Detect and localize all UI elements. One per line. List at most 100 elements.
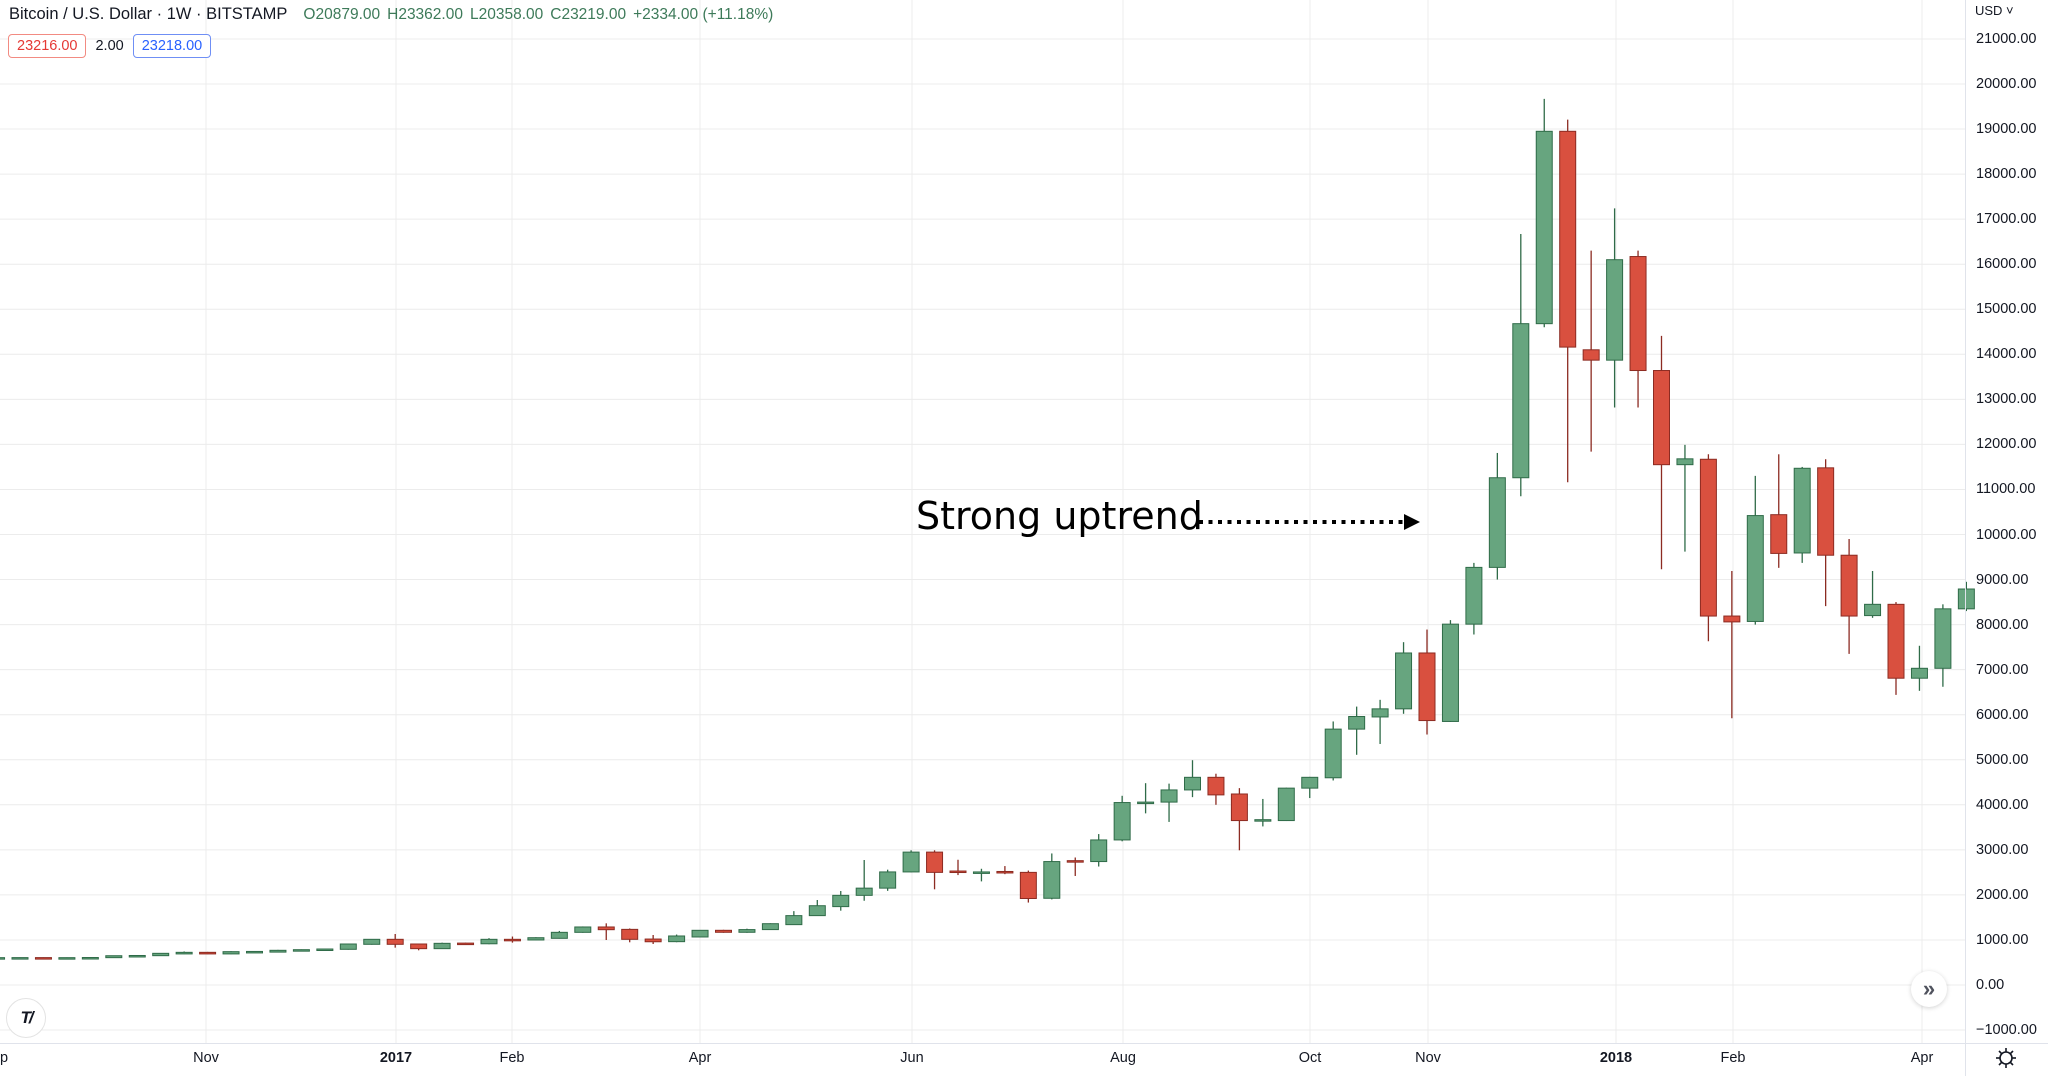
candle-body — [855, 887, 873, 896]
candle-body — [11, 957, 29, 960]
candle-up — [761, 923, 779, 931]
candle-up — [1043, 853, 1061, 900]
price-tick-label: 5000.00 — [1976, 751, 2029, 768]
buy-button[interactable]: 23218.00 — [132, 34, 212, 58]
candle-up — [1934, 604, 1952, 687]
price-tick-label: 14000.00 — [1976, 346, 2037, 363]
candle-body — [597, 926, 615, 931]
sell-button[interactable]: 23216.00 — [8, 34, 87, 58]
candle-body — [949, 870, 967, 874]
tradingview-logo[interactable]: T/ — [6, 998, 46, 1038]
candle-body — [761, 923, 779, 931]
candle-up — [1465, 562, 1483, 635]
candle-up — [574, 926, 592, 933]
candle-up — [81, 957, 99, 960]
currency-selector[interactable]: USD ˅ — [1975, 3, 2014, 18]
candle-body — [1559, 130, 1577, 348]
candle-body — [1512, 323, 1530, 479]
time-tick-label: Apr — [688, 1050, 712, 1066]
candle-body — [1277, 787, 1295, 822]
candle-body — [1910, 667, 1928, 679]
candle-up — [480, 938, 498, 945]
candle-up — [972, 868, 990, 882]
candle-body — [1160, 789, 1178, 803]
candle-down — [1559, 119, 1577, 483]
candle-down — [457, 942, 475, 946]
candle-body — [1582, 349, 1600, 361]
candle-down — [1066, 857, 1084, 876]
candle-up — [550, 930, 568, 939]
candle-body — [644, 938, 662, 943]
candle-body — [0, 957, 6, 960]
candle-up — [1160, 783, 1178, 822]
candle-up — [1488, 452, 1506, 580]
trade-buttons: 23216.00 2.00 23218.00 — [8, 34, 212, 58]
settings-gear-icon[interactable] — [1994, 1046, 2018, 1070]
candle-body — [503, 938, 521, 942]
candle-body — [410, 943, 428, 950]
candle-up — [1371, 699, 1389, 744]
candle-down — [1723, 570, 1741, 719]
candle-up — [832, 890, 850, 911]
time-tick-label: Oct — [1298, 1050, 1322, 1066]
candle-down — [644, 934, 662, 945]
price-tick-label: 6000.00 — [1976, 706, 2029, 723]
candle-down — [1887, 602, 1905, 695]
candle-up — [0, 957, 6, 960]
candle-up — [1793, 466, 1811, 563]
candle-up — [1441, 620, 1459, 722]
close-value: C23219.00 — [550, 5, 627, 23]
candle-body — [1348, 716, 1366, 730]
candle-down — [1629, 250, 1647, 408]
candle-body — [1746, 515, 1764, 622]
candle-body — [1184, 776, 1201, 791]
price-tick-label: 4000.00 — [1976, 796, 2029, 813]
open-value: O20879.00 — [303, 5, 381, 23]
candle-up — [527, 937, 545, 941]
candle-down — [1230, 788, 1248, 851]
candle-body — [1113, 802, 1131, 841]
price-tick-label: 12000.00 — [1976, 436, 2037, 453]
candle-up — [691, 929, 709, 938]
double-chevron-right-icon: » — [1922, 976, 1936, 1001]
candle-up — [11, 957, 29, 960]
time-tick-label: Aug — [1110, 1050, 1136, 1066]
candle-body — [926, 851, 944, 873]
candle-up — [1395, 642, 1413, 714]
candle-body — [808, 905, 826, 917]
price-tick-label: 9000.00 — [1976, 571, 2029, 588]
candle-up — [152, 952, 170, 957]
candle-body — [1535, 130, 1553, 325]
symbol-title[interactable]: Bitcoin / U.S. Dollar · 1W · BITSTAMP — [9, 5, 288, 23]
candle-down — [1699, 454, 1717, 642]
candle-up — [902, 850, 920, 873]
candle-body — [879, 871, 897, 889]
candle-down — [1207, 773, 1225, 805]
candle-up — [785, 911, 803, 926]
candle-body — [292, 949, 310, 952]
candle-down — [597, 923, 615, 940]
time-tick-label: Nov — [1415, 1050, 1441, 1066]
candle-up — [1864, 570, 1882, 618]
candle-up — [1957, 581, 1975, 612]
candle-body — [81, 957, 99, 960]
price-tick-label: 16000.00 — [1976, 256, 2037, 273]
candle-body — [1441, 623, 1459, 722]
candle-body — [738, 929, 756, 933]
candle-body — [199, 951, 217, 955]
scroll-to-realtime-button[interactable]: » — [1911, 971, 1947, 1007]
candle-body — [363, 938, 381, 945]
annotation-text: Strong uptrend — [916, 494, 1203, 538]
candle-body — [1254, 819, 1272, 822]
candle-down — [1770, 454, 1788, 568]
candle-body — [1629, 256, 1647, 372]
price-tick-label: 10000.00 — [1976, 526, 2037, 543]
candle-body — [152, 952, 170, 957]
candle-up — [1676, 444, 1694, 552]
candle-body — [1887, 603, 1905, 679]
candle-down — [949, 859, 967, 876]
candle-body — [621, 928, 639, 940]
time-tick-label: Feb — [1720, 1050, 1746, 1066]
candle-body — [316, 948, 334, 952]
